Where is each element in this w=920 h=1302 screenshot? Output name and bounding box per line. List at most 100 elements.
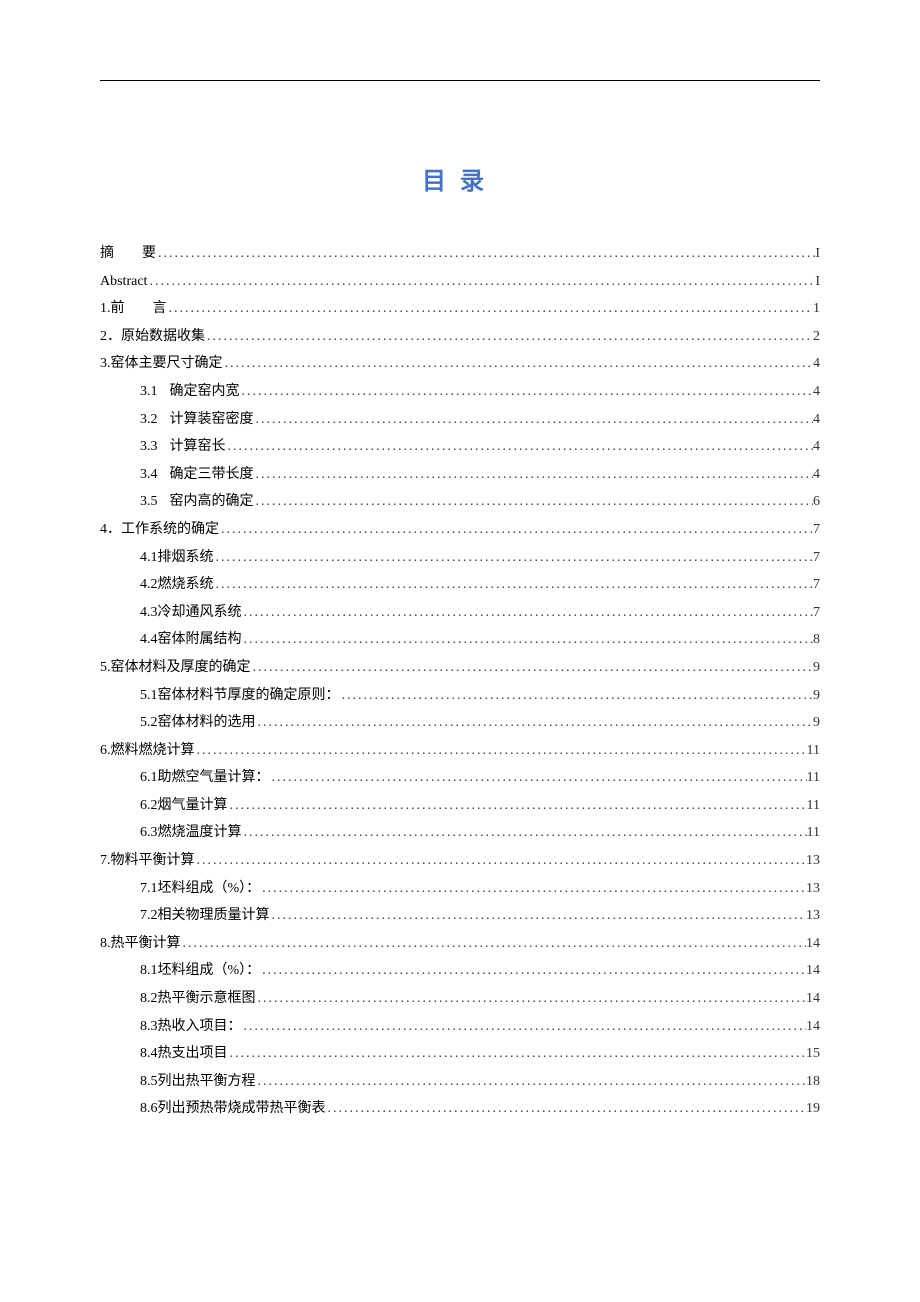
entry-dots: ........................................…	[228, 1041, 807, 1068]
toc-entry: 3.5窑内高的确定...............................…	[100, 489, 820, 516]
entry-title: 热平衡计算	[111, 931, 181, 958]
toc-entry: 3.窑体主要尺寸确定..............................…	[100, 351, 820, 378]
entry-title: 确定三带长度	[170, 462, 254, 489]
entry-dots: ........................................…	[251, 655, 814, 682]
entry-title: 燃料燃烧计算	[111, 738, 195, 765]
entry-number: 8.3	[140, 1014, 158, 1041]
entry-dots: ........................................…	[195, 738, 807, 765]
entry-dots: ........................................…	[240, 379, 814, 406]
entry-number: 3.2	[140, 407, 158, 434]
entry-dots: ........................................…	[167, 296, 814, 323]
entry-number: 2．	[100, 324, 121, 351]
entry-page: 11	[807, 738, 820, 765]
entry-number: 8.5	[140, 1069, 158, 1096]
entry-page: 7	[813, 517, 820, 544]
entry-dots: ........................................…	[195, 848, 807, 875]
entry-title: 窑体材料及厚度的确定	[111, 655, 251, 682]
entry-number: 8.2	[140, 986, 158, 1013]
entry-number: 6.2	[140, 793, 158, 820]
entry-page: 11	[807, 765, 820, 792]
entry-number: 3.4	[140, 462, 158, 489]
entry-number: 4.1	[140, 545, 158, 572]
entry-title: 窑体附属结构	[158, 627, 242, 654]
entry-title: Abstract	[100, 269, 147, 296]
toc-entry: 3.3计算窑长.................................…	[100, 434, 820, 461]
entry-dots: ........................................…	[254, 462, 814, 489]
entry-page: 11	[807, 793, 820, 820]
entry-dots: ........................................…	[326, 1096, 807, 1123]
toc-entry: 7.2 相关物理质量计算............................…	[100, 903, 820, 930]
toc-entry: 摘 要.....................................…	[100, 241, 820, 268]
entry-title: 窑体主要尺寸确定	[111, 351, 223, 378]
entry-page: 1	[813, 296, 820, 323]
toc-entry: 5.窑体材料及厚度的确定............................…	[100, 655, 820, 682]
entry-dots: ........................................…	[242, 627, 814, 654]
toc-entry: 5.1 窑体材料节厚度的确定原则：.......................…	[100, 683, 820, 710]
entry-number: 4．	[100, 517, 121, 544]
toc-entry: 8.3 热收入项目： .............................…	[100, 1014, 820, 1041]
entry-page: 15	[806, 1041, 820, 1068]
entry-title: 物料平衡计算	[111, 848, 195, 875]
entry-page: 9	[813, 655, 820, 682]
entry-page: 7	[813, 572, 820, 599]
toc-entry: 3.2计算装窑密度...............................…	[100, 407, 820, 434]
entry-number: 8.	[100, 931, 111, 958]
toc-entry: 7.物料平衡计算................................…	[100, 848, 820, 875]
entry-page: I	[815, 269, 820, 296]
toc-entry: 8.5 列出热平衡方程.............................…	[100, 1069, 820, 1096]
entry-page: 14	[806, 1014, 820, 1041]
toc-container: 摘 要.....................................…	[100, 241, 820, 1123]
entry-dots: ........................................…	[242, 820, 807, 847]
entry-dots: ........................................…	[260, 876, 806, 903]
entry-dots: ........................................…	[156, 241, 815, 268]
entry-title: 原始数据收集	[121, 324, 205, 351]
toc-entry: 8.6 列出预热带烧成带热平衡表........................…	[100, 1096, 820, 1123]
entry-dots: ........................................…	[214, 572, 814, 599]
entry-page: 9	[813, 710, 820, 737]
entry-title: 热支出项目	[158, 1041, 228, 1068]
entry-title: 确定窑内宽	[170, 379, 240, 406]
entry-title: 排烟系统	[158, 545, 214, 572]
entry-page: 14	[806, 986, 820, 1013]
entry-page: 19	[806, 1096, 820, 1123]
entry-dots: ........................................…	[242, 600, 814, 627]
entry-dots: ........................................…	[242, 1014, 807, 1041]
entry-title: 列出预热带烧成带热平衡表	[158, 1096, 326, 1123]
entry-title: 窑内高的确定	[170, 489, 254, 516]
entry-dots: ........................................…	[256, 710, 814, 737]
entry-number: 1.	[100, 296, 111, 323]
toc-entry: Abstract................................…	[100, 269, 820, 296]
entry-number: 7.2	[140, 903, 158, 930]
toc-title: 目录	[100, 161, 820, 196]
toc-entry: 4.1 排烟系统................................…	[100, 545, 820, 572]
entry-title: 工作系统的确定	[121, 517, 219, 544]
entry-page: I	[815, 241, 820, 268]
header-rule	[100, 80, 820, 81]
entry-dots: ........................................…	[260, 958, 806, 985]
entry-title: 燃烧系统	[158, 572, 214, 599]
entry-page: 2	[813, 324, 820, 351]
entry-page: 4	[813, 462, 820, 489]
entry-dots: ........................................…	[256, 986, 807, 1013]
entry-title: 坯料组成（%）：	[158, 958, 261, 985]
entry-dots: ........................................…	[223, 351, 814, 378]
entry-title: 列出热平衡方程	[158, 1069, 256, 1096]
toc-entry: 6.2 烟气量计算...............................…	[100, 793, 820, 820]
entry-dots: ........................................…	[270, 903, 807, 930]
entry-title: 相关物理质量计算	[158, 903, 270, 930]
entry-title: 热收入项目：	[158, 1014, 242, 1041]
entry-dots: ........................................…	[254, 489, 814, 516]
entry-page: 4	[813, 434, 820, 461]
entry-page: 4	[813, 407, 820, 434]
entry-page: 14	[806, 931, 820, 958]
toc-entry: 1.前 言...................................…	[100, 296, 820, 323]
toc-entry: 2．原始数据收集................................…	[100, 324, 820, 351]
entry-number: 8.1	[140, 958, 158, 985]
entry-title: 冷却通风系统	[158, 600, 242, 627]
toc-entry: 8.4 热支出项目...............................…	[100, 1041, 820, 1068]
entry-page: 14	[806, 958, 820, 985]
entry-number: 7.	[100, 848, 111, 875]
toc-entry: 6.3 燃烧温度计算..............................…	[100, 820, 820, 847]
entry-dots: ........................................…	[254, 407, 814, 434]
entry-title: 热平衡示意框图	[158, 986, 256, 1013]
